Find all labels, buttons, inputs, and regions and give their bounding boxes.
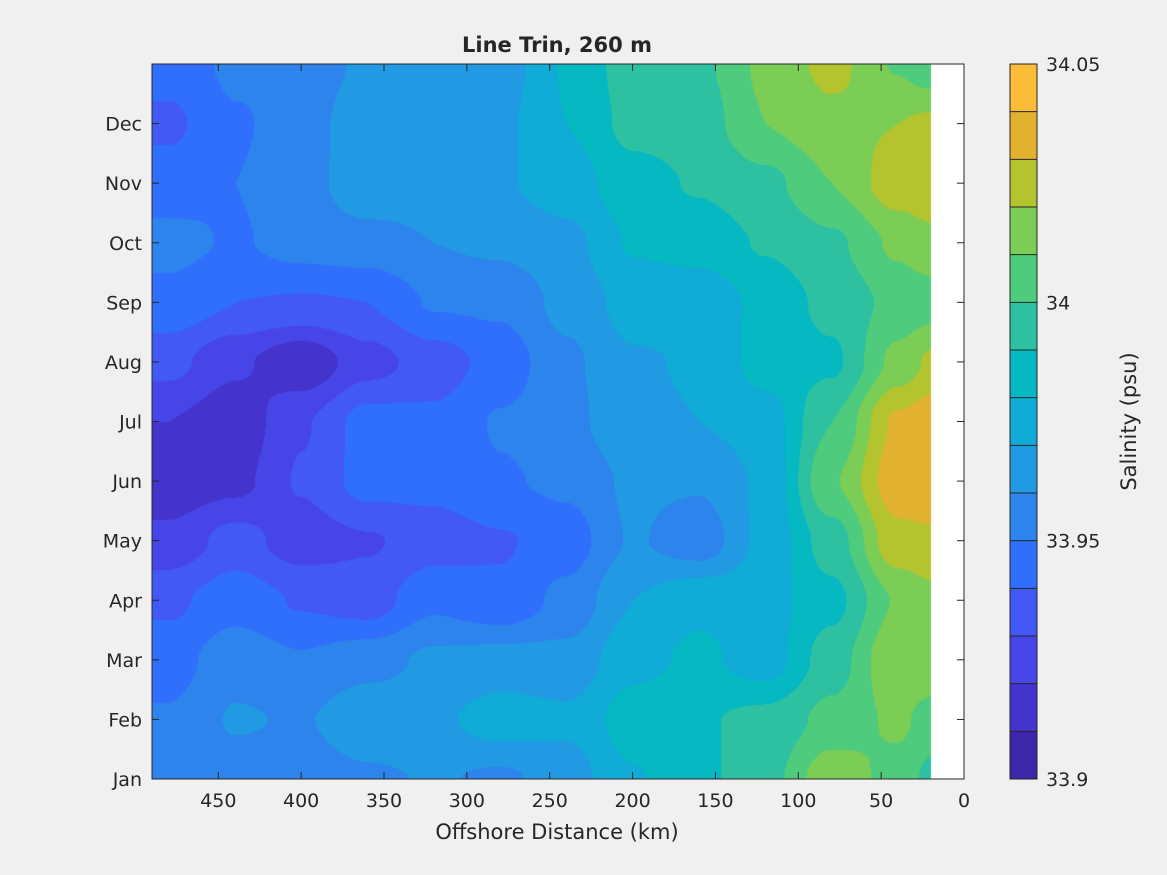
colorbar-level (1010, 493, 1037, 541)
y-tick-label: Jun (111, 471, 142, 493)
chart-title: Line Trin, 260 m (462, 33, 652, 57)
x-tick-label: 50 (869, 790, 893, 812)
x-tick-label: 350 (366, 790, 402, 812)
y-tick-label: Nov (105, 173, 142, 195)
y-tick-label: Feb (108, 709, 142, 731)
salinity-contour-fill (152, 64, 964, 779)
colorbar-tick-label: 34 (1046, 292, 1070, 314)
colorbar-level (1010, 64, 1037, 112)
colorbar-level (1010, 636, 1037, 684)
y-tick-label: Jul (118, 412, 142, 434)
x-tick-label: 0 (958, 790, 970, 812)
plot-area: 450 400 350 300 250 200 150 100 50 0 Jan Feb Mar Apr… (103, 63, 970, 812)
colorbar-level (1010, 159, 1037, 208)
colorbar-frame (1009, 63, 1038, 780)
x-tick-label: 200 (614, 790, 650, 812)
colorbar-level (1010, 111, 1037, 160)
colorbar-tick-label: 34.05 (1046, 54, 1100, 76)
colorbar-level (1010, 445, 1037, 494)
colorbar-level (1010, 207, 1037, 255)
x-tick-label: 300 (449, 790, 485, 812)
colorbar-level (1010, 731, 1037, 780)
x-tick-label: 250 (532, 790, 568, 812)
y-tick-label: Sep (106, 292, 142, 314)
x-tick-label: 400 (283, 790, 319, 812)
x-tick-label: 100 (780, 790, 816, 812)
y-axis: Jan Feb Mar Apr May Jun Jul Aug Sep Oct Nov Dec (103, 114, 964, 791)
colorbar-tick-label: 33.95 (1046, 531, 1100, 553)
y-tick-label: Mar (106, 650, 142, 672)
colorbar-level (1010, 350, 1037, 398)
colorbar-level (1010, 302, 1037, 351)
colorbar-label: Salinity (psu) (1117, 352, 1141, 490)
colorbar-level (1010, 397, 1037, 446)
colorbar-level (1010, 540, 1037, 589)
colorbar: 33.9 33.95 34 34.05 (1009, 54, 1100, 791)
colorbar-level (1010, 683, 1037, 732)
colorbar-ticks: 33.9 33.95 34 34.05 (1046, 54, 1100, 791)
x-axis-label: Offshore Distance (km) (435, 820, 678, 844)
y-tick-label: Aug (105, 352, 142, 374)
y-tick-label: Jan (112, 769, 142, 791)
colorbar-tick-label: 33.9 (1046, 769, 1088, 791)
y-tick-label: Dec (105, 114, 142, 136)
colorbar-level (1010, 254, 1037, 303)
x-axis: 450 400 350 300 250 200 150 100 50 0 (200, 64, 970, 812)
colorbar-level (1010, 588, 1037, 637)
y-tick-label: Oct (109, 233, 142, 255)
colorbar-blocks (1010, 64, 1037, 780)
x-tick-label: 450 (200, 790, 236, 812)
x-tick-label: 150 (697, 790, 733, 812)
y-tick-label: May (103, 531, 142, 553)
y-tick-label: Apr (109, 590, 142, 612)
